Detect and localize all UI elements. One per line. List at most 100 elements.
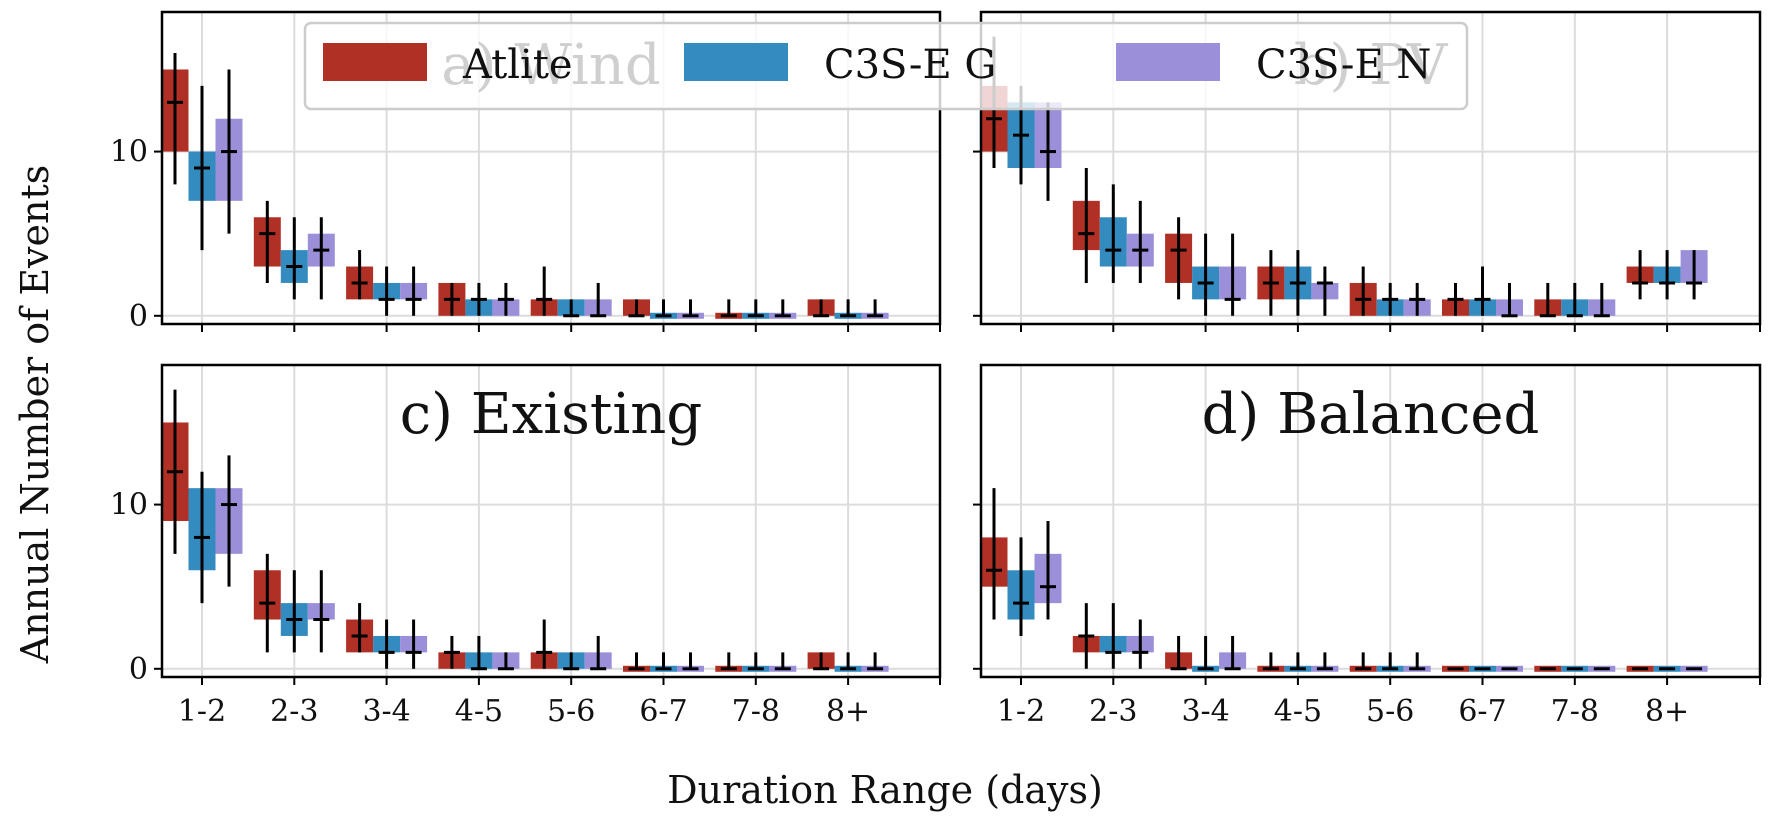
box-atlite-8 (807, 299, 835, 318)
box-c3s-e-g-8 (1653, 665, 1681, 672)
box-c3s-e-n-3-4 (1219, 233, 1247, 316)
box-atlite-6-7 (623, 652, 650, 672)
box-atlite-7-8 (1534, 282, 1562, 318)
box-atlite-8 (1626, 665, 1654, 672)
box-c3s-e-g-1-2 (188, 85, 216, 251)
box-c3s-e-n-7-8 (769, 652, 797, 672)
box-atlite-4-5 (1257, 250, 1285, 316)
x-tick-label: 3-4 (362, 694, 410, 729)
box-c3s-e-n-2-3 (1126, 619, 1154, 669)
box-atlite-8 (1626, 250, 1654, 300)
x-tick-label: 1-2 (997, 694, 1045, 729)
box-atlite-4-5 (438, 282, 466, 316)
legend-entry-atlite: Atlite (323, 42, 573, 88)
box-atlite-3-4 (346, 603, 374, 653)
box-atlite-4-5 (438, 635, 466, 669)
box-c3s-e-g-6-7 (650, 652, 677, 672)
panel-frame (160, 10, 942, 326)
x-tick-label: 7-8 (732, 694, 780, 729)
panels-layer: a) Wind010b) PVc) Existing1-22-33-44-55-… (110, 10, 1762, 729)
box-atlite-5-6 (1349, 652, 1377, 672)
box-c3s-e-n-6-7 (677, 299, 704, 319)
box-c3s-e-g-5-6 (557, 299, 585, 318)
x-tick-label: 3-4 (1181, 694, 1229, 729)
box-c3s-e-g-3-4 (373, 266, 401, 316)
box-atlite-5-6 (530, 266, 558, 316)
box-c3s-e-g-6-7 (650, 299, 677, 319)
box-c3s-e-n-5-6 (1403, 652, 1431, 672)
legend-entry-c3s-e-g: C3S-E G (684, 42, 996, 88)
box-c3s-e-g-4-5 (1284, 250, 1312, 316)
box-c3s-e-g-8 (834, 299, 862, 319)
box-c3s-e-n-5-6 (584, 282, 612, 318)
box-atlite-2-3 (1072, 603, 1100, 669)
x-tick-label: 5-6 (547, 694, 595, 729)
box-atlite-1-2 (980, 488, 1008, 620)
box-c3s-e-n-8 (861, 652, 889, 672)
box-atlite-1-2 (161, 53, 189, 185)
x-axis-label: Duration Range (days) (667, 768, 1103, 812)
box-c3s-e-g-7-8 (1561, 665, 1589, 672)
box-c3s-e-g-1-2 (188, 471, 216, 604)
x-tick-label: 6-7 (639, 694, 687, 729)
box-atlite-3-4 (1165, 217, 1193, 300)
box-c3s-e-g-5-6 (1376, 282, 1404, 316)
y-tick-label: 10 (110, 488, 148, 523)
x-tick-label: 6-7 (1458, 694, 1506, 729)
box-c3s-e-g-8 (1653, 250, 1681, 300)
box-c3s-e-n-7-8 (1588, 665, 1616, 672)
panel-d-balanced: d) Balanced 1-2 2-3 3-4 4-5 5-6 6-7 7-8 8+ (973, 363, 1762, 729)
box-c3s-e-n-4-5 (1311, 652, 1339, 672)
box-c3s-e-g-5-6 (557, 652, 585, 671)
x-tick-label: 1-2 (178, 694, 226, 729)
y-tick-label: 0 (129, 299, 148, 334)
legend-swatch (323, 43, 427, 81)
box-c3s-e-n-4-5 (492, 282, 520, 316)
box-c3s-e-n-3-4 (400, 266, 428, 316)
box-c3s-e-n-4-5 (1311, 266, 1339, 316)
box-c3s-e-g-7-8 (742, 299, 770, 319)
legend-label: C3S-E N (1256, 42, 1431, 88)
x-tick-label: 7-8 (1551, 694, 1599, 729)
x-tick-label: 8+ (1645, 694, 1689, 729)
box-atlite-3-4 (1165, 635, 1193, 671)
x-tick-label: 4-5 (455, 694, 503, 729)
legend: Atlite C3S-E G C3S-E N (303, 21, 1469, 111)
panel-frame (979, 10, 1762, 326)
box-c3s-e-n-4-5 (492, 652, 520, 671)
box-atlite-6-7 (1442, 665, 1469, 672)
panel-frame (160, 363, 942, 679)
box-atlite-8 (807, 652, 835, 671)
box-c3s-e-g-2-3 (280, 217, 308, 300)
box-c3s-e-g-8 (834, 652, 862, 672)
x-tick-label: 2-3 (1089, 694, 1137, 729)
box-c3s-e-n-6-7 (677, 652, 704, 672)
box-c3s-e-n-6-7 (1496, 282, 1523, 318)
x-tick-label: 2-3 (270, 694, 318, 729)
box-atlite-1-2 (161, 389, 189, 554)
box-c3s-e-n-5-6 (584, 635, 612, 671)
box-atlite-3-4 (346, 250, 374, 300)
y-tick-label: 0 (129, 652, 148, 687)
box-c3s-e-g-6-7 (1469, 266, 1496, 316)
box-atlite-4-5 (1257, 652, 1285, 672)
legend-label: Atlite (462, 42, 573, 88)
box-c3s-e-g-2-3 (1099, 184, 1127, 283)
y-tick-label: 10 (110, 135, 148, 170)
box-atlite-2-3 (1072, 168, 1100, 283)
legend-swatch (1116, 43, 1220, 81)
box-c3s-e-g-1-2 (1007, 537, 1035, 636)
box-c3s-e-g-3-4 (1192, 233, 1220, 316)
box-c3s-e-n-3-4 (1219, 635, 1247, 671)
box-c3s-e-n-8 (861, 299, 889, 319)
legend-entry-c3s-e-n: C3S-E N (1116, 42, 1431, 88)
box-c3s-e-n-2-3 (1126, 200, 1154, 283)
panel-frame (979, 363, 1762, 679)
panel-c-existing: c) Existing 1-2 2-3 3-4 4-5 5-6 6-7 7-8 8+ 0 10 (110, 363, 942, 729)
box-c3s-e-g-7-8 (742, 652, 770, 672)
box-atlite-6-7 (1442, 282, 1469, 316)
box-c3s-e-n-2-3 (307, 217, 335, 300)
box-c3s-e-n-3-4 (400, 619, 428, 669)
legend-label: C3S-E G (824, 42, 996, 88)
